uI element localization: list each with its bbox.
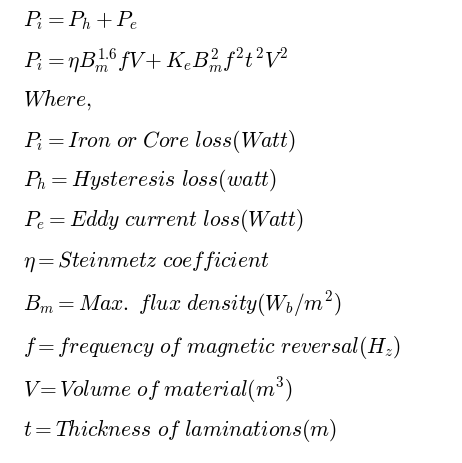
Text: $P_i = Iron\ or\ Core\ loss(Watt)$: $P_i = Iron\ or\ Core\ loss(Watt)$ [23,128,296,155]
Text: $P_i = \eta B_m^{1.6}fV + K_e B_m^2 f^2 t^2 V^2$: $P_i = \eta B_m^{1.6}fV + K_e B_m^2 f^2 … [23,46,288,75]
Text: $P_h = Hysteresis\ loss(watt)$: $P_h = Hysteresis\ loss(watt)$ [23,167,277,194]
Text: $t = Thickness\ of\ laminations(m)$: $t = Thickness\ of\ laminations(m)$ [23,416,337,443]
Text: $P_e = Eddy\ current\ loss(Watt)$: $P_e = Eddy\ current\ loss(Watt)$ [23,206,304,233]
Text: $Where,$: $Where,$ [23,87,92,112]
Text: $V = Volume\ of\ material(m^3)$: $V = Volume\ of\ material(m^3)$ [23,374,293,404]
Text: $f = frequency\ of\ magnetic\ reversal(H_z)$: $f = frequency\ of\ magnetic\ reversal(H… [23,334,401,361]
Text: $\eta = Steinmetz\ coefficient$: $\eta = Steinmetz\ coefficient$ [23,249,269,274]
Text: $P_i = P_h + P_e$: $P_i = P_h + P_e$ [23,10,138,32]
Text: $B_m = Max.\ flux\ density(W_b/m^2)$: $B_m = Max.\ flux\ density(W_b/m^2)$ [23,288,341,318]
